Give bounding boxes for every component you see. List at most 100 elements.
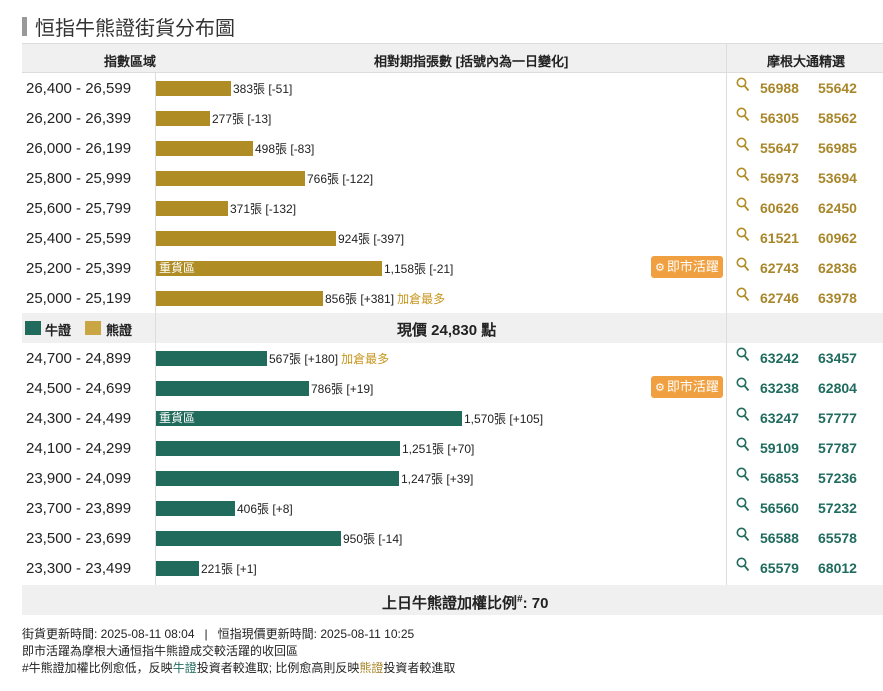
pick-code-1[interactable]: 62746	[760, 290, 799, 306]
bar	[156, 351, 267, 366]
pick-code-2[interactable]: 63457	[818, 350, 857, 366]
bar-value-text: 1,158張 [-21]	[384, 262, 454, 276]
current-price: 現價 24,830 點	[397, 322, 497, 339]
table-row: 26,400 - 26,599 383張 [-51] 56988 55642	[22, 73, 883, 103]
most-added-tag: 加倉最多	[341, 352, 390, 366]
search-icon[interactable]	[736, 227, 750, 245]
table-row: 26,000 - 26,199 498張 [-83] 55647 56985	[22, 133, 883, 163]
bar: 重貨區	[156, 411, 462, 426]
pick-code-2[interactable]: 62836	[818, 260, 857, 276]
weighted-ratio-row: 上日牛熊證加權比例#: 70	[22, 585, 883, 615]
bar-value-text: 383張 [-51]	[233, 82, 293, 96]
pick-code-1[interactable]: 56588	[760, 530, 799, 546]
search-icon[interactable]	[736, 347, 750, 365]
search-icon[interactable]	[736, 437, 750, 455]
table-row: 24,300 - 24,499 重貨區 1,570張 [+105] 63247 5777…	[22, 403, 883, 433]
bear-legend-swatch	[85, 321, 101, 335]
search-icon[interactable]	[736, 407, 750, 425]
table-row: 24,100 - 24,299 1,251張 [+70] 59109 57787	[22, 433, 883, 463]
search-icon[interactable]	[736, 467, 750, 485]
bar	[156, 531, 341, 546]
ratio-note-e: 投資者較進取	[383, 661, 456, 675]
pick-code-1[interactable]: 56305	[760, 110, 799, 126]
pick-code-2[interactable]: 62804	[818, 380, 857, 396]
bull-legend-swatch	[25, 321, 41, 335]
table-row: 24,500 - 24,699 786張 [+19] ⚙ 即市活躍 63238 62804	[22, 373, 883, 403]
bar-value-text: 1,570張 [+105]	[464, 412, 544, 426]
update-time-note: 街貨更新時間: 2025-08-11 08:04 | 恒指現價更新時間: 202…	[22, 627, 415, 641]
pick-code-1[interactable]: 56560	[760, 500, 799, 516]
pick-code-1[interactable]: 63247	[760, 410, 799, 426]
table-row: 26,200 - 26,399 277張 [-13] 56305 58562	[22, 103, 883, 133]
ratio-sup: #	[517, 594, 523, 605]
search-icon[interactable]	[736, 197, 750, 215]
bar	[156, 561, 199, 576]
search-icon[interactable]	[736, 77, 750, 95]
pick-code-1[interactable]: 65579	[760, 560, 799, 576]
pick-code-2[interactable]: 60962	[818, 230, 857, 246]
bar-value: 498張 [-83]	[255, 140, 314, 157]
bar	[156, 231, 336, 246]
pick-code-2[interactable]: 65578	[818, 530, 857, 546]
pick-code-1[interactable]: 56853	[760, 470, 799, 486]
search-icon[interactable]	[736, 377, 750, 395]
pick-code-1[interactable]: 63242	[760, 350, 799, 366]
pick-code-2[interactable]: 68012	[818, 560, 857, 576]
gear-icon: ⚙	[655, 262, 665, 274]
ratio-note-a: #牛熊證加權比例愈低，反映	[22, 661, 173, 675]
bar-value: 371張 [-132]	[230, 200, 296, 217]
range-label: 23,500 - 23,699	[26, 530, 132, 547]
bar	[156, 141, 253, 156]
pick-code-2[interactable]: 57236	[818, 470, 857, 486]
page-title: 恒指牛熊證街貨分布圖	[35, 17, 235, 40]
active-button[interactable]: ⚙ 即市活躍	[651, 376, 723, 398]
table-row: 23,900 - 24,099 1,247張 [+39] 56853 57236	[22, 463, 883, 493]
search-icon[interactable]	[736, 167, 750, 185]
bar-value-text: 406張 [+8]	[237, 502, 293, 516]
search-icon[interactable]	[736, 527, 750, 545]
pick-code-2[interactable]: 57787	[818, 440, 857, 456]
pick-code-2[interactable]: 56985	[818, 140, 857, 156]
range-label: 24,100 - 24,299	[26, 440, 132, 457]
search-icon[interactable]	[736, 107, 750, 125]
search-icon[interactable]	[736, 287, 750, 305]
range-label: 23,700 - 23,899	[26, 500, 132, 517]
search-icon[interactable]	[736, 497, 750, 515]
bar-value: 383張 [-51]	[233, 80, 292, 97]
pick-code-2[interactable]: 62450	[818, 200, 857, 216]
pick-code-1[interactable]: 59109	[760, 440, 799, 456]
pick-code-1[interactable]: 56973	[760, 170, 799, 186]
pick-code-1[interactable]: 60626	[760, 200, 799, 216]
bar	[156, 381, 309, 396]
range-label: 26,200 - 26,399	[26, 110, 132, 127]
bar-value-text: 567張 [+180]	[269, 352, 339, 366]
pick-code-1[interactable]: 56988	[760, 80, 799, 96]
bar-value-text: 277張 [-13]	[212, 112, 272, 126]
table-row: 23,500 - 23,699 950張 [-14] 56588 65578	[22, 523, 883, 553]
bar	[156, 171, 305, 186]
search-icon[interactable]	[736, 257, 750, 275]
pick-code-1[interactable]: 62743	[760, 260, 799, 276]
pick-code-2[interactable]: 63978	[818, 290, 857, 306]
search-icon[interactable]	[736, 557, 750, 575]
bar	[156, 81, 231, 96]
pick-code-1[interactable]: 61521	[760, 230, 799, 246]
bar-value: 786張 [+19]	[311, 380, 373, 397]
pick-code-2[interactable]: 57777	[818, 410, 857, 426]
active-note: 即市活躍為摩根大通恒指牛熊證成交較活躍的收回區	[22, 644, 299, 658]
bar-value-text: 924張 [-397]	[338, 232, 405, 246]
bar-value-text: 371張 [-132]	[230, 202, 297, 216]
pick-code-2[interactable]: 57232	[818, 500, 857, 516]
pick-code-2[interactable]: 55642	[818, 80, 857, 96]
pick-code-2[interactable]: 53694	[818, 170, 857, 186]
pick-code-1[interactable]: 63238	[760, 380, 799, 396]
search-icon[interactable]	[736, 137, 750, 155]
bar-value: 1,158張 [-21]	[384, 260, 453, 277]
table-row: 25,000 - 25,199 856張 [+381] 加倉最多 62746 63978	[22, 283, 883, 313]
ratio-value: : 70	[522, 595, 549, 612]
bar-value-text: 1,251張 [+70]	[402, 442, 475, 456]
range-label: 24,300 - 24,499	[26, 410, 132, 427]
active-button[interactable]: ⚙ 即市活躍	[651, 256, 723, 278]
pick-code-1[interactable]: 55647	[760, 140, 799, 156]
pick-code-2[interactable]: 58562	[818, 110, 857, 126]
